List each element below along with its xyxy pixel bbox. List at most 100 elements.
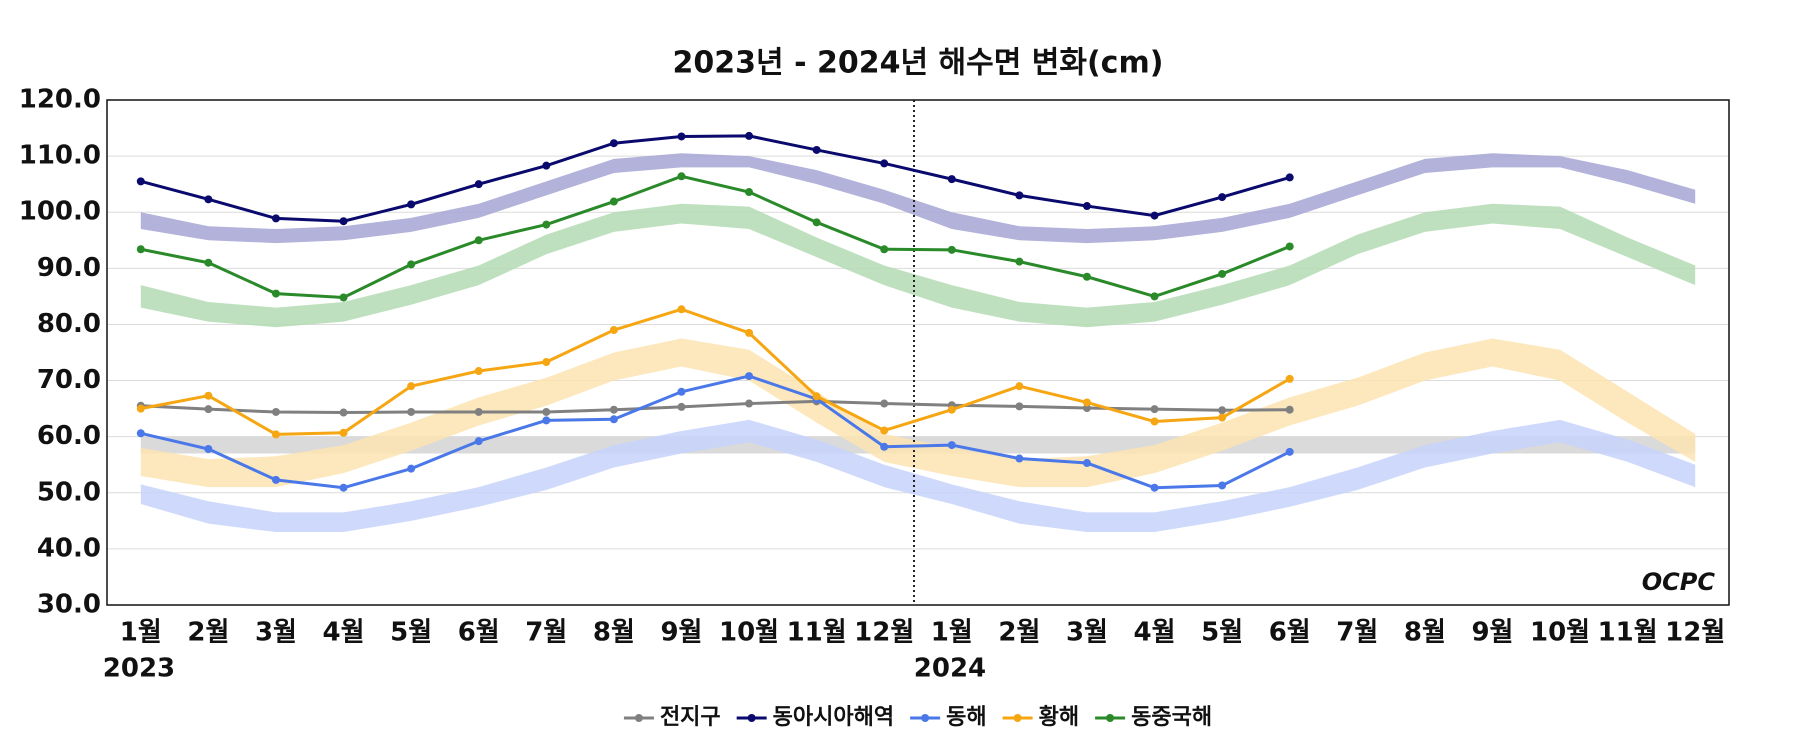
data-point — [880, 426, 889, 435]
data-point — [812, 145, 821, 154]
data-point — [947, 245, 956, 254]
data-point — [474, 236, 483, 245]
data-point — [1015, 402, 1024, 411]
data-point — [204, 405, 213, 414]
data-point — [542, 358, 551, 367]
data-point — [136, 429, 145, 438]
y-tick-label: 40.0 — [37, 533, 101, 563]
data-point — [1285, 173, 1294, 182]
data-point — [1218, 406, 1227, 415]
legend: 전지구 동아시아해역 동해 황해 동중국해 — [623, 705, 1212, 730]
data-point — [880, 245, 889, 254]
x-tick-label: 3월 — [1066, 618, 1108, 648]
y-tick-label: 100.0 — [19, 197, 101, 227]
data-point — [609, 197, 618, 206]
data-point — [677, 387, 686, 396]
data-point — [1285, 374, 1294, 383]
y-tick-label: 110.0 — [19, 141, 101, 171]
data-point — [812, 218, 821, 227]
x-tick-label: 10월 — [719, 618, 779, 648]
data-point — [1150, 483, 1159, 492]
data-point — [1285, 447, 1294, 456]
data-point — [1285, 242, 1294, 251]
data-point — [609, 405, 618, 414]
data-point — [542, 416, 551, 425]
data-point — [407, 200, 416, 209]
x-tick-label: 9월 — [1471, 618, 1513, 648]
data-point — [1082, 459, 1091, 468]
data-point — [1218, 481, 1227, 490]
series-line — [140, 374, 1291, 490]
data-point — [542, 220, 551, 229]
year-label: 2023 — [103, 654, 175, 684]
x-tick-label: 3월 — [255, 618, 297, 648]
data-point — [880, 159, 889, 168]
data-point — [812, 392, 821, 401]
data-point — [542, 407, 551, 416]
data-point — [474, 367, 483, 376]
x-tick-label: 1월 — [120, 618, 162, 648]
legend-label: 동아시아해역 — [773, 705, 894, 730]
plot-frame — [106, 99, 1730, 606]
data-point — [1015, 191, 1024, 200]
y-tick-label: 80.0 — [37, 309, 101, 339]
data-point — [1082, 202, 1091, 211]
data-point — [609, 326, 618, 335]
x-tick-label: 2월 — [187, 618, 229, 648]
data-point — [609, 415, 618, 424]
data-point — [677, 402, 686, 411]
data-point — [745, 399, 754, 408]
data-point — [474, 407, 483, 416]
data-point — [1285, 405, 1294, 414]
data-point — [1015, 454, 1024, 463]
data-point — [1218, 193, 1227, 202]
data-point — [745, 328, 754, 337]
x-tick-label: 11월 — [1598, 618, 1658, 648]
band — [140, 153, 1696, 244]
data-point — [677, 305, 686, 314]
x-tick-label: 2월 — [998, 618, 1040, 648]
x-tick-label: 7월 — [1336, 618, 1378, 648]
data-point — [407, 382, 416, 391]
y-tick-label: 50.0 — [37, 477, 101, 507]
data-point — [474, 437, 483, 446]
x-tick-label: 9월 — [660, 618, 702, 648]
data-point — [745, 188, 754, 197]
x-tick-label: 4월 — [323, 618, 365, 648]
x-tick-label: 5월 — [1201, 618, 1243, 648]
data-point — [542, 161, 551, 170]
x-tick-label: 12월 — [1665, 618, 1725, 648]
legend-marker — [634, 714, 643, 722]
x-tick-label: 8월 — [593, 618, 635, 648]
data-point — [136, 177, 145, 186]
data-point — [947, 175, 956, 184]
chart-title: 2023년 - 2024년 해수면 변화(cm) — [673, 46, 1164, 81]
data-point — [407, 407, 416, 416]
data-point — [271, 214, 280, 223]
legend-marker — [1106, 714, 1115, 722]
logo: OCPC — [1642, 568, 1716, 596]
data-point — [271, 289, 280, 298]
data-point — [1218, 269, 1227, 278]
data-point — [339, 408, 348, 417]
x-tick-label: 7월 — [525, 618, 567, 648]
legend-label: 동중국해 — [1131, 705, 1212, 730]
x-tick-label: 4월 — [1134, 618, 1176, 648]
series-line — [140, 307, 1291, 436]
data-point — [1082, 272, 1091, 281]
band — [140, 203, 1696, 328]
data-point — [136, 404, 145, 413]
data-point — [271, 407, 280, 416]
x-tick-label: 10월 — [1530, 618, 1590, 648]
y-tick-label: 60.0 — [37, 421, 101, 451]
year-label: 2024 — [914, 654, 986, 684]
data-point — [880, 399, 889, 408]
data-point — [407, 464, 416, 473]
y-tick-label: 70.0 — [37, 365, 101, 395]
data-point — [745, 372, 754, 381]
data-point — [880, 442, 889, 451]
data-point — [1082, 398, 1091, 407]
legend-marker — [747, 714, 756, 722]
x-tick-label: 12월 — [854, 618, 914, 648]
